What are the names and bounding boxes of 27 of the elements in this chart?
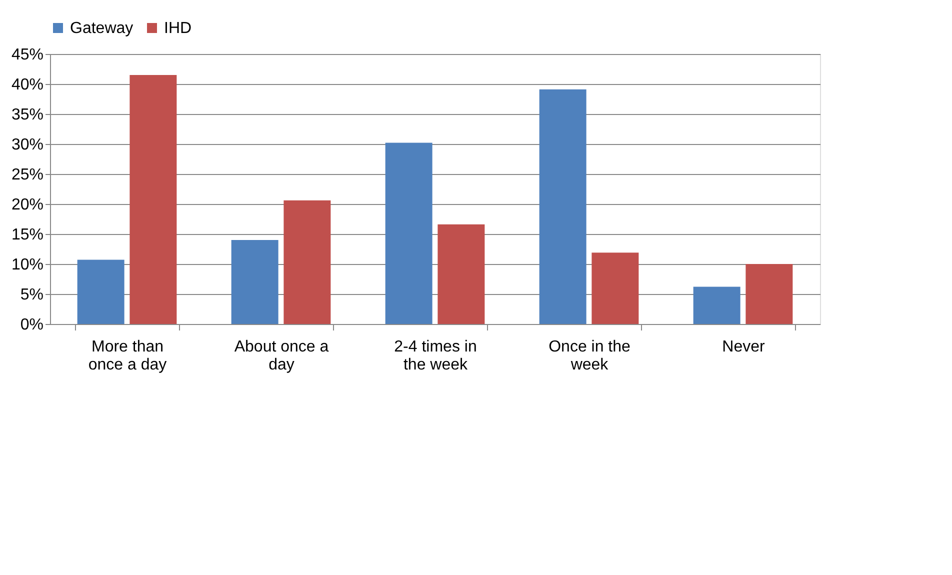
y-tick-label: 40% <box>11 76 44 94</box>
x-tick-label: 2-4 times in the week <box>394 338 477 374</box>
y-tick-label: 30% <box>11 136 44 154</box>
y-tick-label: 35% <box>11 106 44 124</box>
y-tick-label: 20% <box>11 196 44 214</box>
y-tick-label: 0% <box>20 316 44 334</box>
bar <box>284 200 331 324</box>
x-tick-label: More than once a day <box>88 338 167 374</box>
bar <box>746 264 793 324</box>
bar <box>231 240 278 324</box>
y-tick-label: 15% <box>11 226 44 244</box>
y-tick-label: 25% <box>11 166 44 184</box>
x-tick-label: Once in the week <box>548 338 631 374</box>
bar <box>77 260 124 324</box>
legend-label: Gateway <box>70 20 134 37</box>
bar <box>539 89 586 324</box>
x-tick-label: About once a day <box>234 338 329 374</box>
bar <box>438 224 485 324</box>
bar <box>385 142 432 324</box>
legend-label: IHD <box>164 20 192 37</box>
y-tick-label: 10% <box>11 256 44 274</box>
x-tick-label: Never <box>722 338 766 356</box>
y-tick-label: 5% <box>20 286 44 304</box>
bar <box>130 75 177 324</box>
bar <box>693 286 740 324</box>
bar <box>592 252 639 324</box>
y-tick-label: 45% <box>11 46 44 64</box>
